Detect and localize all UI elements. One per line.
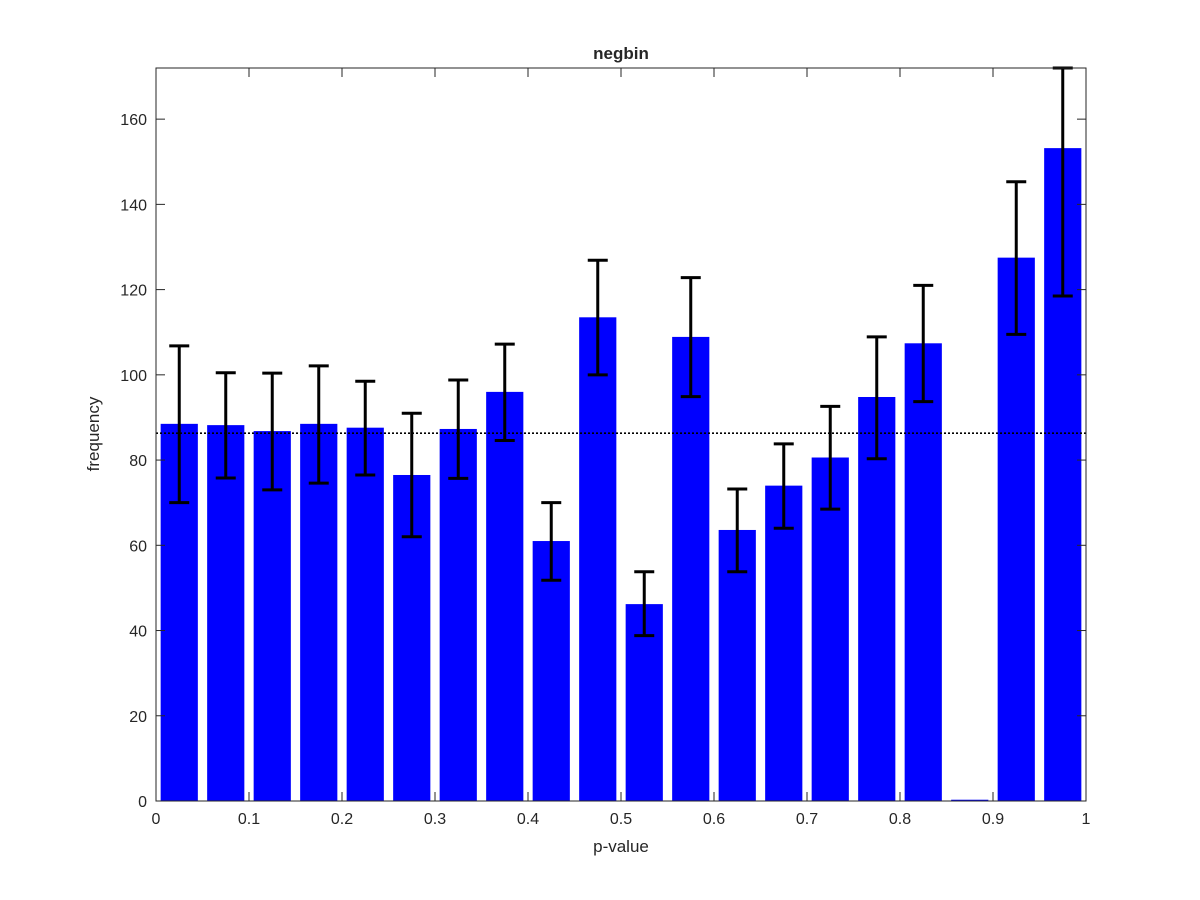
bar bbox=[346, 427, 384, 801]
x-axis-label: p-value bbox=[593, 837, 649, 856]
error-bar bbox=[448, 378, 469, 480]
bar bbox=[951, 799, 989, 801]
tick-labels-layer: 0 0.1 0.2 0.3 0.4 0.5 0.6 0.7 0.8 0.9 1 0 20 40 60 80 10… bbox=[120, 112, 1090, 828]
bar bbox=[718, 529, 756, 801]
x-tick-label: 0.6 bbox=[703, 811, 725, 828]
x-tick-label: 0.1 bbox=[238, 811, 260, 828]
bar bbox=[672, 336, 710, 801]
error-bar bbox=[215, 371, 236, 480]
error-bar bbox=[913, 283, 934, 404]
bars-layer bbox=[160, 148, 1082, 802]
y-tick-label: 20 bbox=[129, 709, 147, 726]
chart-title: negbin bbox=[593, 44, 649, 63]
x-tick-label: 0.4 bbox=[517, 811, 539, 828]
x-tick-label: 0.5 bbox=[610, 811, 632, 828]
error-bar bbox=[401, 411, 422, 539]
error-bar bbox=[634, 570, 655, 638]
error-bars-layer bbox=[169, 66, 1073, 638]
y-tick-label: 160 bbox=[120, 112, 147, 129]
error-bar bbox=[866, 335, 887, 461]
x-tick-label: 0.9 bbox=[982, 811, 1004, 828]
x-tick-label: 0.2 bbox=[331, 811, 353, 828]
plot-area bbox=[156, 68, 1086, 801]
bar bbox=[858, 396, 896, 801]
error-bar bbox=[727, 487, 748, 574]
bar bbox=[532, 541, 570, 801]
y-tick-label: 100 bbox=[120, 368, 147, 385]
y-axis-label: frequency bbox=[84, 396, 103, 471]
bar bbox=[486, 391, 524, 801]
error-bar bbox=[587, 258, 608, 377]
error-bar bbox=[262, 371, 283, 492]
y-tick-label: 40 bbox=[129, 624, 147, 641]
x-tick-label: 1 bbox=[1082, 811, 1091, 828]
bar bbox=[207, 425, 245, 801]
error-bar bbox=[680, 276, 701, 399]
error-bar bbox=[308, 364, 329, 485]
bar bbox=[765, 485, 803, 801]
y-tick-label: 60 bbox=[129, 538, 147, 555]
bar bbox=[253, 431, 291, 801]
x-tick-label: 0.8 bbox=[889, 811, 911, 828]
axes-box bbox=[155, 67, 1087, 802]
y-tick-label: 140 bbox=[120, 197, 147, 214]
error-bar bbox=[355, 379, 376, 477]
x-tick-label: 0 bbox=[152, 811, 161, 828]
bar bbox=[997, 257, 1035, 801]
error-bar bbox=[1006, 180, 1027, 336]
bar bbox=[439, 428, 477, 801]
error-bar bbox=[820, 404, 841, 511]
x-tick-label: 0.7 bbox=[796, 811, 818, 828]
y-tick-label: 120 bbox=[120, 283, 147, 300]
bar bbox=[904, 343, 942, 801]
error-bar bbox=[541, 501, 562, 582]
bar bbox=[811, 457, 849, 801]
y-tick-label: 80 bbox=[129, 453, 147, 470]
bar bbox=[300, 423, 338, 801]
error-bar bbox=[773, 442, 794, 530]
error-bar bbox=[169, 344, 190, 505]
error-bar bbox=[494, 342, 515, 442]
x-tick-label: 0.3 bbox=[424, 811, 446, 828]
y-tick-label: 0 bbox=[138, 794, 147, 811]
bar bbox=[579, 317, 617, 801]
